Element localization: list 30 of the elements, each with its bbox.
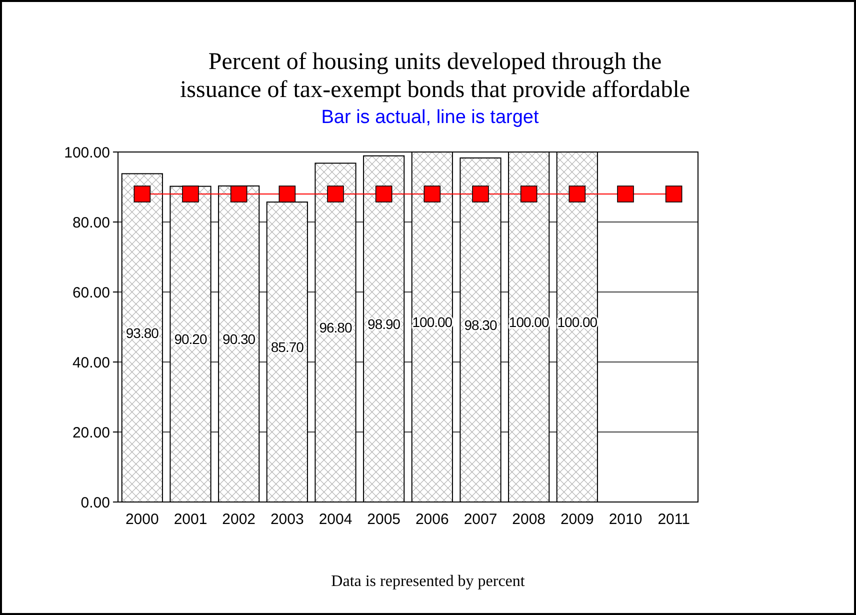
data-label: 98.90	[368, 316, 401, 332]
x-tick-label: 2011	[658, 511, 690, 528]
x-tick-label: 2007	[464, 511, 498, 528]
data-label: 85.70	[270, 339, 304, 356]
y-tick-label: 0.00	[80, 494, 110, 512]
x-tick-label: 2002	[222, 511, 256, 528]
data-label: 93.80	[126, 324, 160, 341]
text: Data is represented by percent	[331, 573, 526, 590]
x-tick-label: 2008	[512, 511, 546, 528]
x-tick-label: 2001	[174, 511, 208, 528]
y-tick-label: 80.00	[72, 214, 110, 232]
y-tick-label: 60.00	[72, 284, 110, 302]
data-label: 98.30	[464, 316, 498, 333]
x-tick-label: 2000	[125, 511, 159, 528]
data-label: 96.80	[319, 320, 352, 336]
data-label: 100.00	[557, 314, 598, 330]
data-label: 90.30	[222, 330, 256, 347]
data-label: 100.00	[412, 314, 453, 330]
x-tick-label: 2009	[560, 511, 594, 528]
x-tick-label: 2003	[270, 511, 304, 528]
x-tick-label: 2005	[367, 511, 401, 528]
y-tick-label: 40.00	[72, 354, 110, 372]
data-label: 90.20	[174, 331, 208, 348]
chart-subtitle: Bar is actual, line is target	[321, 107, 540, 128]
chart-title: Percent of housing units developed through the issuance of tax-exempt bonds that provide affordable	[180, 49, 690, 103]
x-tick-label: 2010	[608, 511, 642, 528]
y-tick-label: 20.00	[72, 424, 110, 442]
x-tick-label: 2006	[415, 511, 449, 528]
x-tick-label: 2004	[318, 511, 352, 528]
y-tick-label: 100.00	[64, 144, 110, 162]
